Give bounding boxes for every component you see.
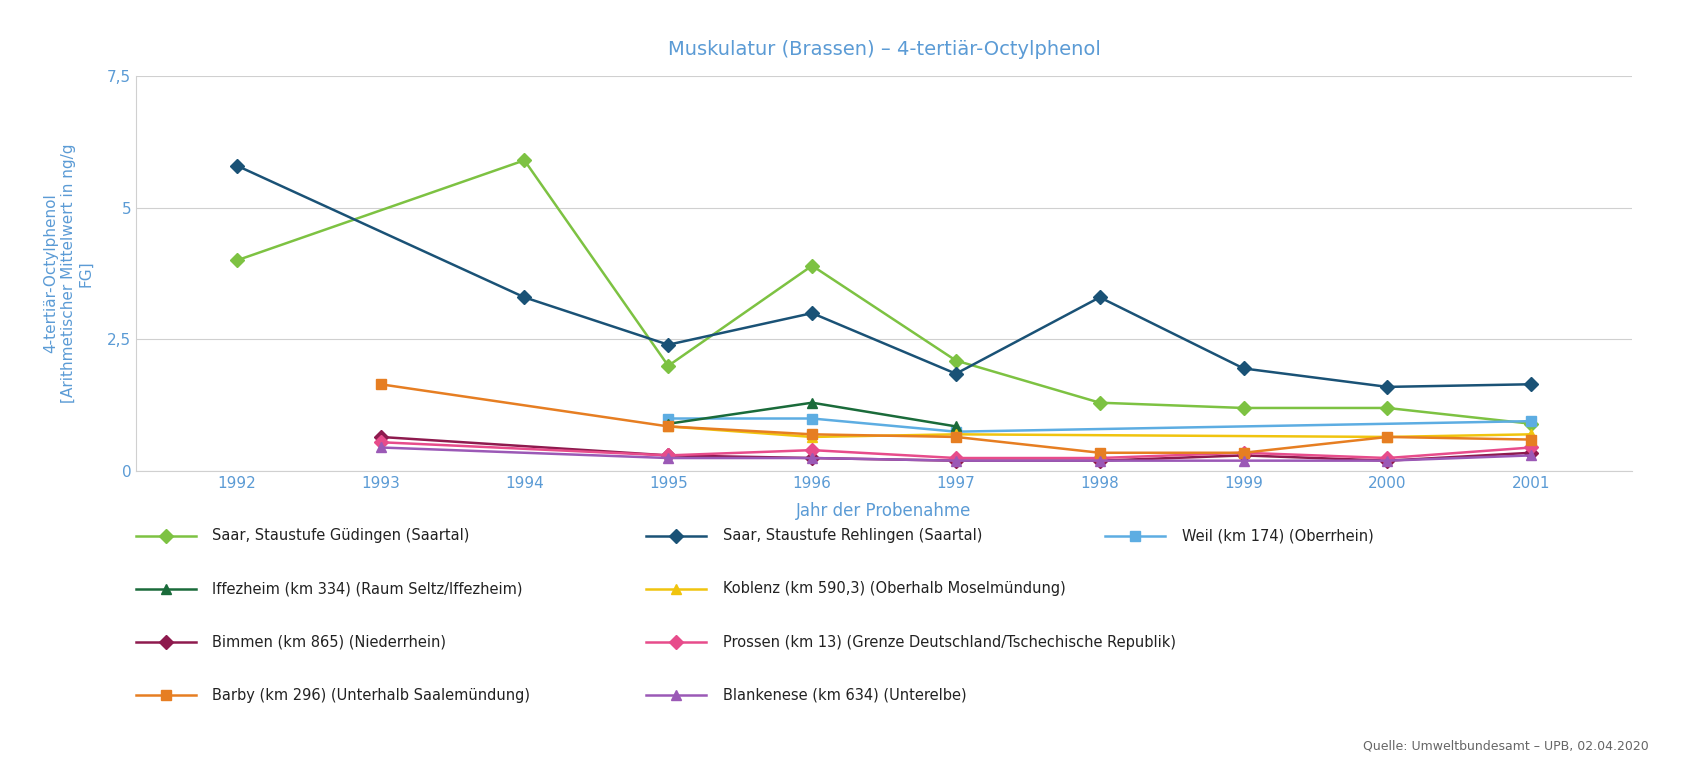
Weil (km 174) (Oberrhein)	[1522, 416, 1542, 426]
Saar, Staustufe Rehlingen (Saartal)	[1090, 293, 1110, 302]
Prossen (km 13) (Grenze Deutschland/Tschechische Republik)	[945, 454, 966, 463]
Blankenese (km 634) (Unterelbe)	[1522, 451, 1542, 460]
Blankenese (km 634) (Unterelbe)	[802, 454, 823, 463]
Iffezheim (km 334) (Raum Seltz/Iffezheim)	[658, 420, 678, 429]
Text: Prossen (km 13) (Grenze Deutschland/Tschechische Republik): Prossen (km 13) (Grenze Deutschland/Tsch…	[722, 635, 1175, 650]
Saar, Staustufe Güdingen (Saartal)	[513, 156, 534, 165]
Barby (km 296) (Unterhalb Saalemündung)	[658, 422, 678, 431]
Text: Saar, Staustufe Rehlingen (Saartal): Saar, Staustufe Rehlingen (Saartal)	[722, 528, 983, 543]
Saar, Staustufe Güdingen (Saartal)	[1234, 404, 1255, 413]
Line: Prossen (km 13) (Grenze Deutschland/Tschechische Republik): Prossen (km 13) (Grenze Deutschland/Tsch…	[376, 437, 1537, 463]
Koblenz (km 590,3) (Oberhalb Moselmündung)	[1377, 432, 1397, 442]
Title: Muskulatur (Brassen) – 4-tertiär-Octylphenol: Muskulatur (Brassen) – 4-tertiär-Octylph…	[668, 40, 1100, 59]
Line: Koblenz (km 590,3) (Oberhalb Moselmündung): Koblenz (km 590,3) (Oberhalb Moselmündun…	[663, 422, 1537, 442]
Saar, Staustufe Güdingen (Saartal)	[226, 256, 246, 265]
Saar, Staustufe Güdingen (Saartal)	[1377, 404, 1397, 413]
Line: Weil (km 174) (Oberrhein): Weil (km 174) (Oberrhein)	[663, 413, 1537, 436]
Bimmen (km 865) (Niederrhein)	[945, 456, 966, 465]
Text: Iffezheim (km 334) (Raum Seltz/Iffezheim): Iffezheim (km 334) (Raum Seltz/Iffezheim…	[212, 581, 524, 597]
Saar, Staustufe Rehlingen (Saartal)	[1522, 380, 1542, 389]
Barby (km 296) (Unterhalb Saalemündung)	[802, 429, 823, 439]
Bimmen (km 865) (Niederrhein)	[1090, 456, 1110, 465]
Line: Bimmen (km 865) (Niederrhein): Bimmen (km 865) (Niederrhein)	[376, 432, 1537, 466]
Iffezheim (km 334) (Raum Seltz/Iffezheim)	[802, 398, 823, 407]
Koblenz (km 590,3) (Oberhalb Moselmündung)	[658, 422, 678, 431]
Blankenese (km 634) (Unterelbe)	[658, 454, 678, 463]
Saar, Staustufe Rehlingen (Saartal)	[226, 161, 246, 170]
Barby (km 296) (Unterhalb Saalemündung)	[945, 432, 966, 442]
Bimmen (km 865) (Niederrhein)	[802, 454, 823, 463]
Bimmen (km 865) (Niederrhein)	[658, 451, 678, 460]
Prossen (km 13) (Grenze Deutschland/Tschechische Republik)	[658, 451, 678, 460]
Line: Iffezheim (km 334) (Raum Seltz/Iffezheim): Iffezheim (km 334) (Raum Seltz/Iffezheim…	[663, 397, 960, 431]
Line: Blankenese (km 634) (Unterelbe): Blankenese (km 634) (Unterelbe)	[376, 442, 1537, 466]
Text: Quelle: Umweltbundesamt – UPB, 02.04.2020: Quelle: Umweltbundesamt – UPB, 02.04.202…	[1363, 739, 1649, 752]
Line: Barby (km 296) (Unterhalb Saalemündung): Barby (km 296) (Unterhalb Saalemündung)	[376, 379, 1537, 458]
Iffezheim (km 334) (Raum Seltz/Iffezheim)	[945, 422, 966, 431]
Blankenese (km 634) (Unterelbe)	[1377, 456, 1397, 465]
Prossen (km 13) (Grenze Deutschland/Tschechische Republik)	[371, 438, 391, 447]
Text: Bimmen (km 865) (Niederrhein): Bimmen (km 865) (Niederrhein)	[212, 635, 447, 650]
Text: Koblenz (km 590,3) (Oberhalb Moselmündung): Koblenz (km 590,3) (Oberhalb Moselmündun…	[722, 581, 1066, 597]
Text: Blankenese (km 634) (Unterelbe): Blankenese (km 634) (Unterelbe)	[722, 688, 966, 703]
Barby (km 296) (Unterhalb Saalemündung)	[1234, 448, 1255, 458]
Blankenese (km 634) (Unterelbe)	[1090, 456, 1110, 465]
Prossen (km 13) (Grenze Deutschland/Tschechische Republik)	[802, 445, 823, 454]
Saar, Staustufe Rehlingen (Saartal)	[1234, 364, 1255, 373]
Barby (km 296) (Unterhalb Saalemündung)	[1090, 448, 1110, 458]
Weil (km 174) (Oberrhein)	[802, 414, 823, 423]
Line: Saar, Staustufe Rehlingen (Saartal): Saar, Staustufe Rehlingen (Saartal)	[231, 160, 1537, 391]
Prossen (km 13) (Grenze Deutschland/Tschechische Republik)	[1234, 448, 1255, 458]
Saar, Staustufe Güdingen (Saartal)	[1522, 420, 1542, 429]
Y-axis label: 4-tertiär-Octylphenol
[Arithmetischer Mittelwert in ng/g
FG]: 4-tertiär-Octylphenol [Arithmetischer Mi…	[42, 144, 94, 404]
Bimmen (km 865) (Niederrhein)	[1377, 456, 1397, 465]
Saar, Staustufe Güdingen (Saartal)	[658, 361, 678, 370]
Line: Saar, Staustufe Güdingen (Saartal): Saar, Staustufe Güdingen (Saartal)	[231, 156, 1537, 429]
Blankenese (km 634) (Unterelbe)	[945, 456, 966, 465]
X-axis label: Jahr der Probenahme: Jahr der Probenahme	[796, 502, 972, 520]
Barby (km 296) (Unterhalb Saalemündung)	[371, 380, 391, 389]
Saar, Staustufe Rehlingen (Saartal)	[945, 369, 966, 378]
Barby (km 296) (Unterhalb Saalemündung)	[1377, 432, 1397, 442]
Text: Weil (km 174) (Oberrhein): Weil (km 174) (Oberrhein)	[1182, 528, 1374, 543]
Text: Barby (km 296) (Unterhalb Saalemündung): Barby (km 296) (Unterhalb Saalemündung)	[212, 688, 530, 703]
Bimmen (km 865) (Niederrhein)	[1522, 448, 1542, 458]
Koblenz (km 590,3) (Oberhalb Moselmündung)	[802, 432, 823, 442]
Bimmen (km 865) (Niederrhein)	[1234, 451, 1255, 460]
Prossen (km 13) (Grenze Deutschland/Tschechische Republik)	[1377, 454, 1397, 463]
Blankenese (km 634) (Unterelbe)	[1234, 456, 1255, 465]
Prossen (km 13) (Grenze Deutschland/Tschechische Republik)	[1522, 443, 1542, 452]
Saar, Staustufe Rehlingen (Saartal)	[1377, 382, 1397, 391]
Prossen (km 13) (Grenze Deutschland/Tschechische Republik)	[1090, 454, 1110, 463]
Weil (km 174) (Oberrhein)	[945, 427, 966, 436]
Saar, Staustufe Rehlingen (Saartal)	[802, 309, 823, 318]
Weil (km 174) (Oberrhein)	[658, 414, 678, 423]
Saar, Staustufe Güdingen (Saartal)	[802, 261, 823, 271]
Bimmen (km 865) (Niederrhein)	[371, 432, 391, 442]
Blankenese (km 634) (Unterelbe)	[371, 443, 391, 452]
Saar, Staustufe Rehlingen (Saartal)	[658, 340, 678, 350]
Text: Saar, Staustufe Güdingen (Saartal): Saar, Staustufe Güdingen (Saartal)	[212, 528, 469, 543]
Barby (km 296) (Unterhalb Saalemündung)	[1522, 435, 1542, 444]
Saar, Staustufe Rehlingen (Saartal)	[513, 293, 534, 302]
Saar, Staustufe Güdingen (Saartal)	[945, 356, 966, 365]
Saar, Staustufe Güdingen (Saartal)	[1090, 398, 1110, 407]
Koblenz (km 590,3) (Oberhalb Moselmündung)	[1522, 429, 1542, 439]
Koblenz (km 590,3) (Oberhalb Moselmündung)	[945, 429, 966, 439]
